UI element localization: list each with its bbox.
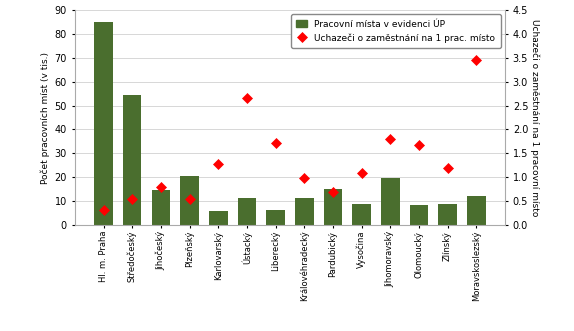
Bar (352, 204, 371, 225)
Bar (180, 176, 199, 225)
Bar (152, 190, 170, 225)
Bar (123, 95, 142, 225)
Legend: Pracovní místa v evidenci ÚP, Uchazeči o zaměstnání na 1 prac. místo: Pracovní místa v evidenci ÚP, Uchazeči o… (290, 15, 501, 48)
Bar (467, 196, 486, 225)
Bar (381, 178, 400, 225)
Y-axis label: Uchazeči o zaměstnání na 1 pracovní místo: Uchazeči o zaměstnání na 1 pracovní míst… (530, 19, 540, 216)
Bar (238, 198, 256, 225)
Bar (266, 210, 285, 225)
Bar (209, 211, 227, 225)
Y-axis label: Počet pracovních míst (v tis.): Počet pracovních míst (v tis.) (41, 52, 51, 183)
Bar (324, 189, 342, 225)
Bar (94, 22, 113, 225)
Bar (438, 204, 457, 225)
Bar (295, 198, 313, 225)
Bar (410, 205, 428, 225)
